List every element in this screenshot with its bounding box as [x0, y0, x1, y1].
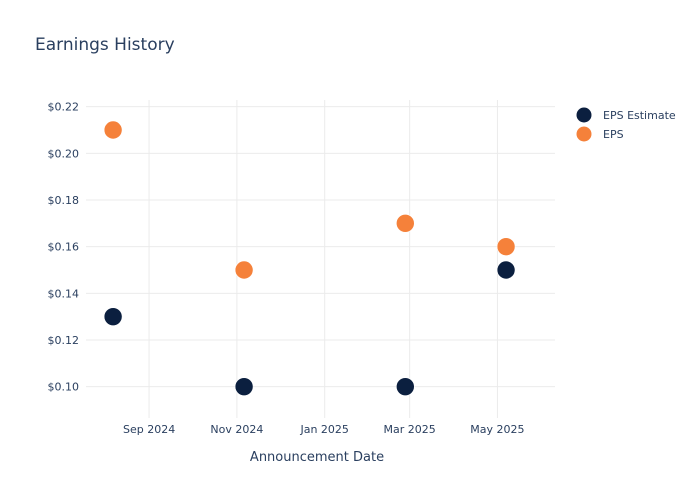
y-tick-label: $0.14	[48, 287, 80, 300]
data-point[interactable]	[234, 260, 254, 280]
legend-item[interactable]: EPS	[576, 126, 624, 142]
legend[interactable]: EPS Estimate EPS	[576, 107, 676, 142]
x-tick-label: Jan 2025	[299, 423, 348, 436]
legend-label: EPS Estimate	[603, 109, 676, 122]
x-axis-ticks: Sep 2024 Nov 2024 Jan 2025 Mar 2025 May 2025	[123, 423, 525, 436]
data-points	[103, 120, 516, 396]
data-point[interactable]	[396, 214, 415, 233]
y-tick-label: $0.10	[48, 381, 80, 394]
y-tick-label: $0.16	[48, 241, 80, 254]
y-tick-label: $0.12	[48, 334, 80, 347]
legend-marker	[576, 126, 592, 142]
data-point[interactable]	[496, 260, 516, 280]
x-tick-label: Sep 2024	[123, 423, 175, 436]
x-tick-label: Nov 2024	[210, 423, 263, 436]
legend-marker	[576, 107, 592, 123]
data-point[interactable]	[234, 377, 254, 396]
data-point[interactable]	[103, 120, 123, 140]
legend-item[interactable]: EPS Estimate	[576, 107, 676, 123]
data-point[interactable]	[103, 307, 123, 326]
x-axis-title: Announcement Date	[250, 450, 384, 465]
x-tick-label: Mar 2025	[383, 423, 435, 436]
data-point[interactable]	[396, 377, 415, 396]
legend-label: EPS	[603, 128, 624, 141]
data-point[interactable]	[496, 237, 516, 256]
y-tick-label: $0.20	[48, 147, 80, 160]
series-eps	[103, 120, 516, 280]
grid-lines	[86, 100, 555, 418]
y-tick-label: $0.22	[48, 101, 80, 114]
y-tick-label: $0.18	[48, 194, 80, 207]
y-axis-ticks: $0.10 $0.12 $0.14 $0.16 $0.18 $0.20 $0.22	[48, 101, 80, 394]
chart-title: Earnings History	[35, 35, 175, 55]
x-tick-label: May 2025	[470, 423, 524, 436]
series-eps-estimate	[103, 260, 516, 396]
